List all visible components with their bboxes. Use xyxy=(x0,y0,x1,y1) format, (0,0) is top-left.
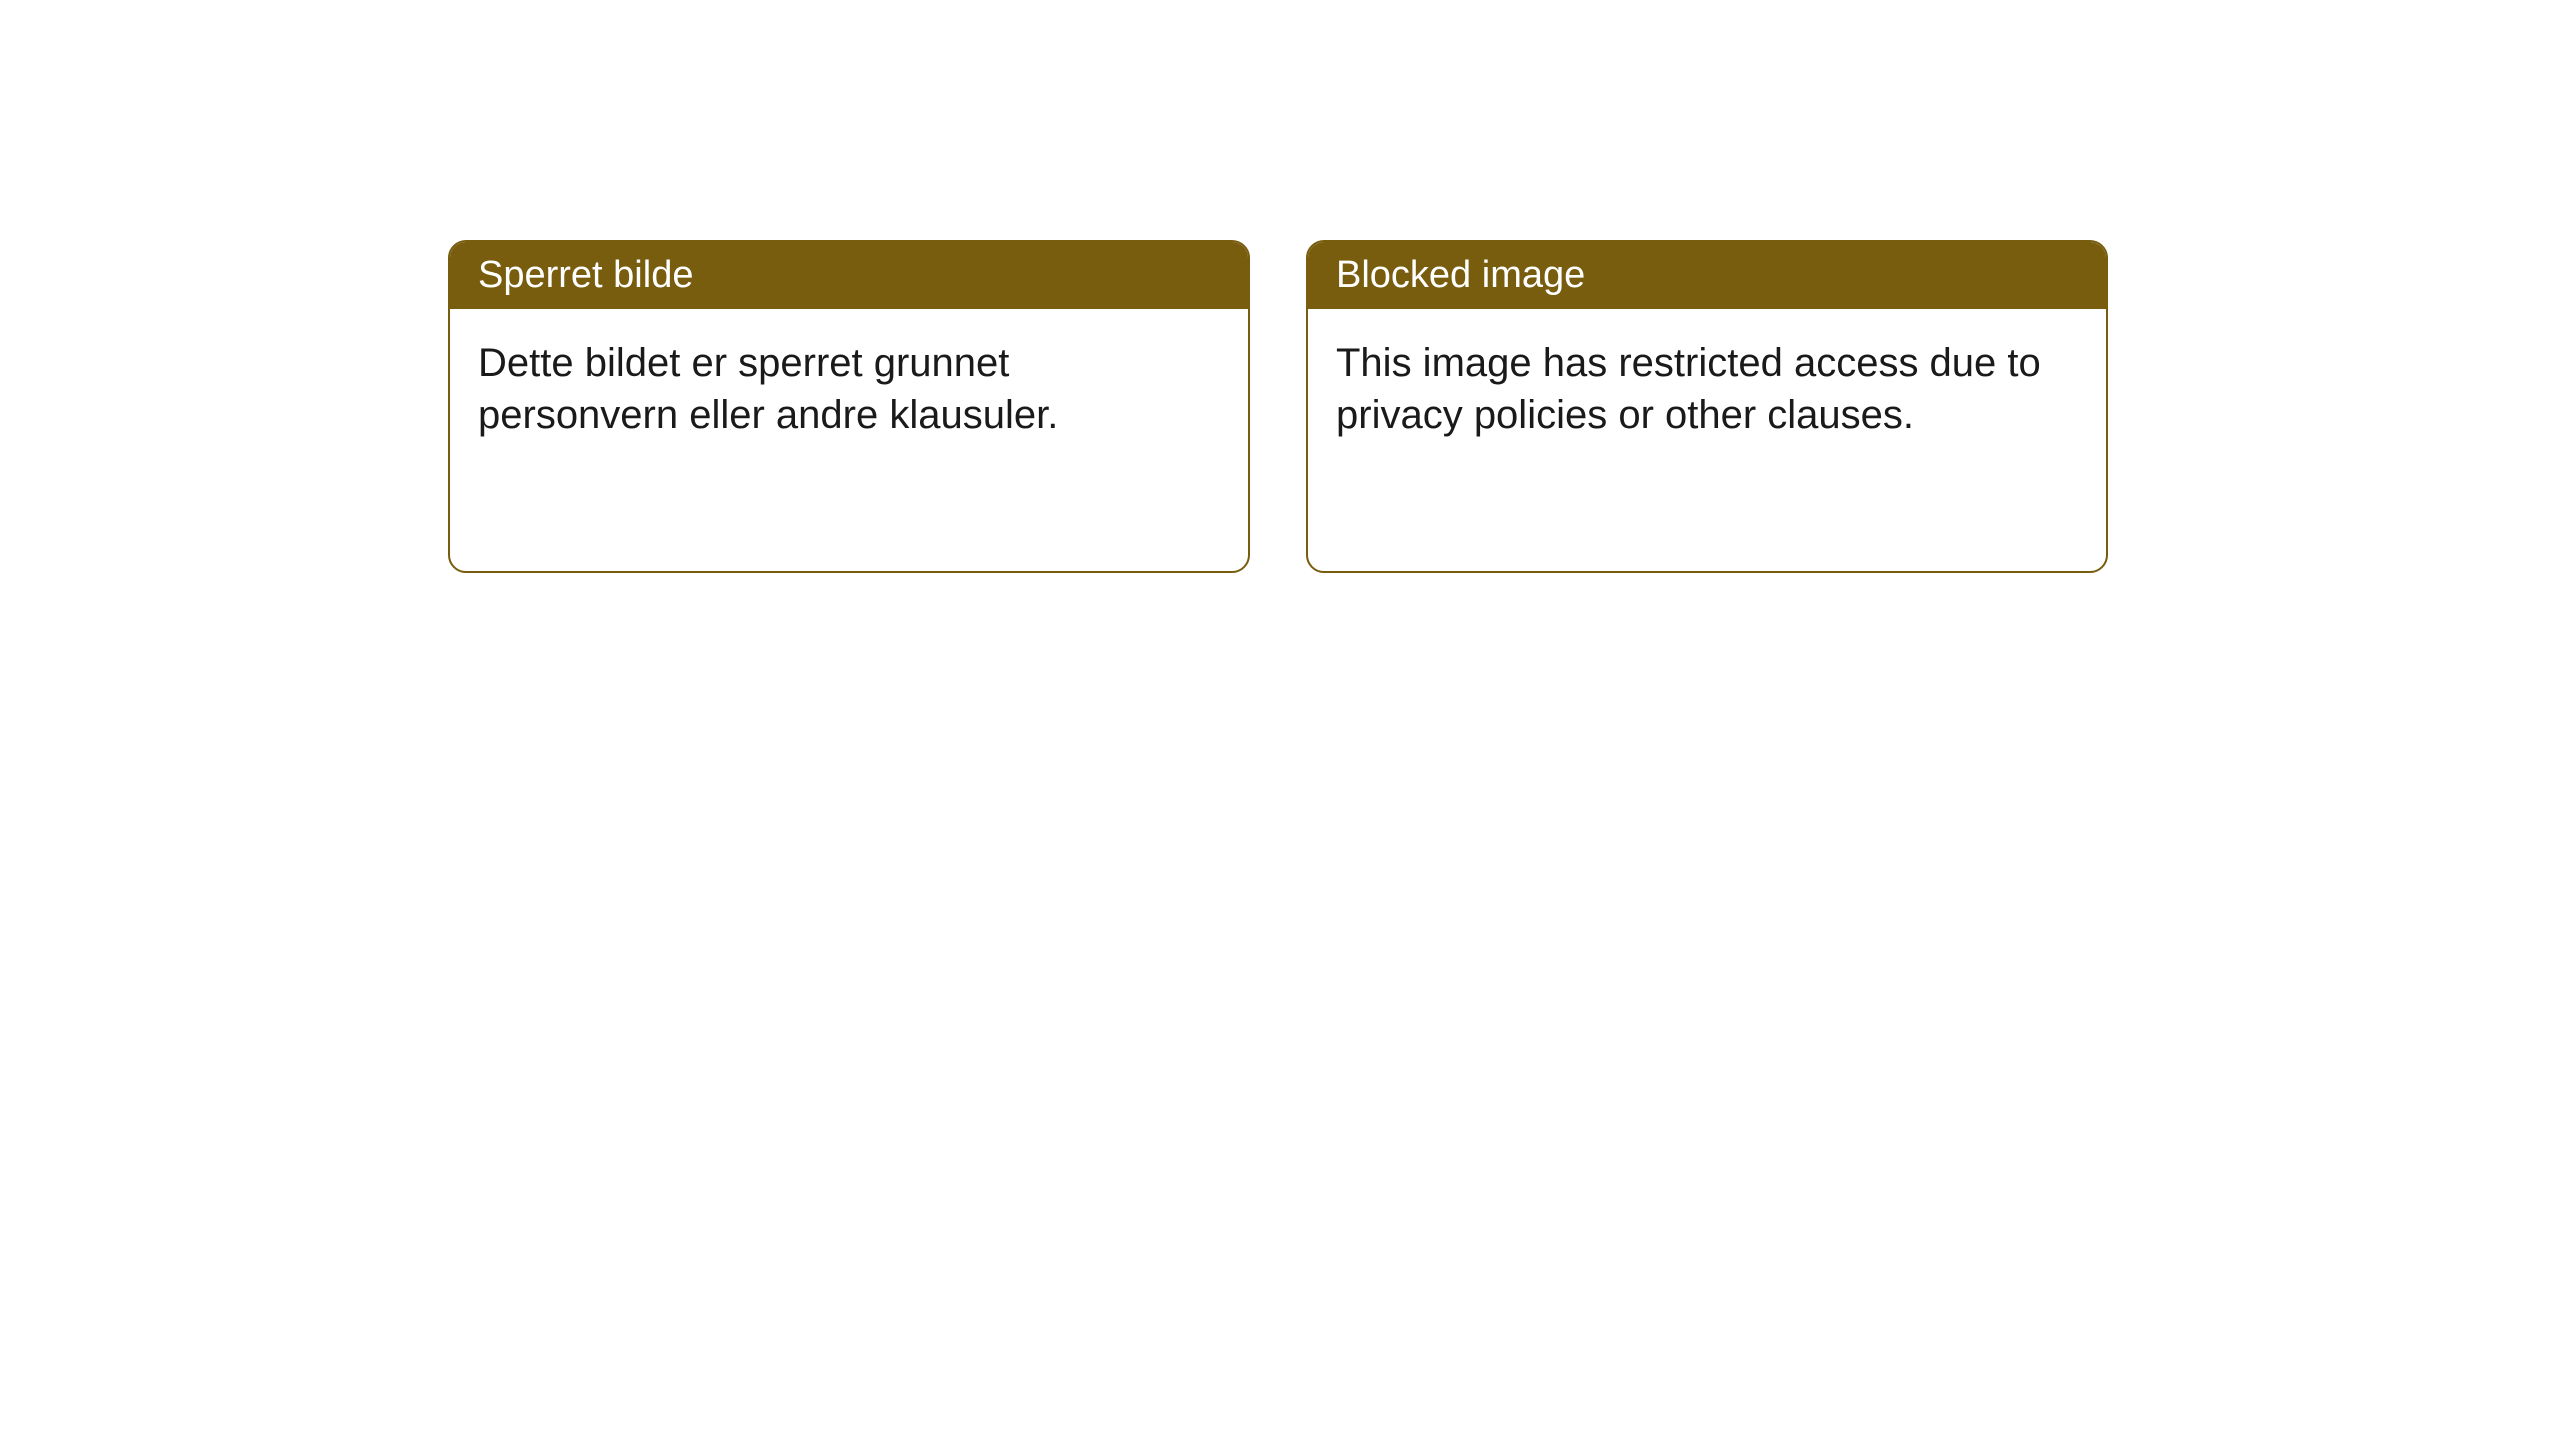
notice-title: Blocked image xyxy=(1336,254,1585,296)
notice-title: Sperret bilde xyxy=(478,254,693,296)
notice-body: Dette bildet er sperret grunnet personve… xyxy=(450,309,1248,469)
notice-header: Blocked image xyxy=(1308,242,2106,309)
notice-header: Sperret bilde xyxy=(450,242,1248,309)
notice-container: Sperret bilde Dette bildet er sperret gr… xyxy=(448,240,2108,573)
notice-card-norwegian: Sperret bilde Dette bildet er sperret gr… xyxy=(448,240,1250,573)
notice-card-english: Blocked image This image has restricted … xyxy=(1306,240,2108,573)
notice-body-text: Dette bildet er sperret grunnet personve… xyxy=(478,341,1058,437)
notice-body-text: This image has restricted access due to … xyxy=(1336,341,2041,437)
notice-body: This image has restricted access due to … xyxy=(1308,309,2106,469)
